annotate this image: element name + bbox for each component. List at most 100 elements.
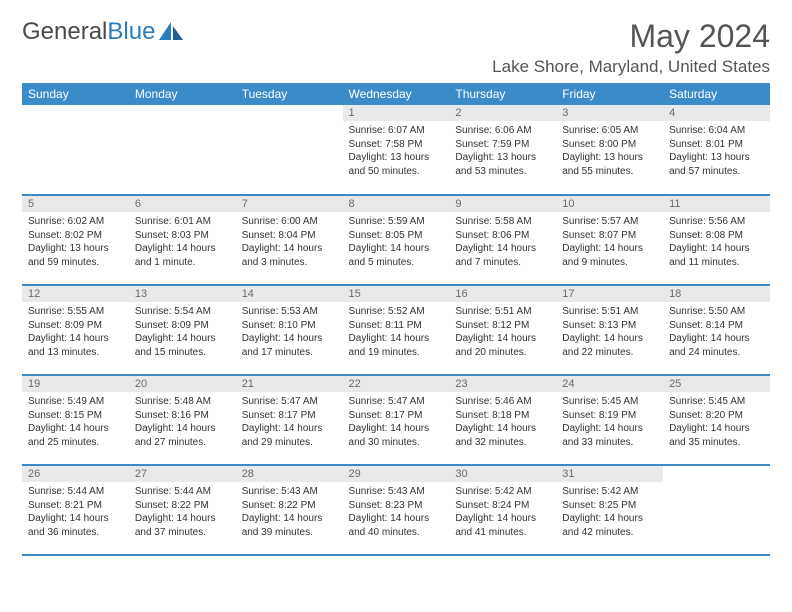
day-number: 21 <box>236 376 343 392</box>
day-number: 27 <box>129 466 236 482</box>
day-number: 24 <box>556 376 663 392</box>
weekday-header: Thursday <box>449 83 556 105</box>
day-details: Sunrise: 5:51 AMSunset: 8:13 PMDaylight:… <box>556 302 663 362</box>
day-number: 6 <box>129 196 236 212</box>
calendar-row: 26Sunrise: 5:44 AMSunset: 8:21 PMDayligh… <box>22 465 770 555</box>
weekday-header: Sunday <box>22 83 129 105</box>
day-details: Sunrise: 6:07 AMSunset: 7:58 PMDaylight:… <box>343 121 450 181</box>
weekday-header: Friday <box>556 83 663 105</box>
day-number: 3 <box>556 105 663 121</box>
day-details: Sunrise: 6:05 AMSunset: 8:00 PMDaylight:… <box>556 121 663 181</box>
day-number: 4 <box>663 105 770 121</box>
calendar-cell: 27Sunrise: 5:44 AMSunset: 8:22 PMDayligh… <box>129 465 236 555</box>
weekday-header: Monday <box>129 83 236 105</box>
calendar-cell-empty <box>129 105 236 195</box>
day-number: 15 <box>343 286 450 302</box>
day-number: 13 <box>129 286 236 302</box>
day-number: 1 <box>343 105 450 121</box>
page-header: GeneralBlue May 2024 Lake Shore, Marylan… <box>22 18 770 77</box>
day-number: 30 <box>449 466 556 482</box>
day-number: 16 <box>449 286 556 302</box>
weekday-header: Saturday <box>663 83 770 105</box>
calendar-cell-empty <box>22 105 129 195</box>
day-details: Sunrise: 5:43 AMSunset: 8:23 PMDaylight:… <box>343 482 450 542</box>
day-number: 9 <box>449 196 556 212</box>
day-number: 28 <box>236 466 343 482</box>
day-number: 18 <box>663 286 770 302</box>
day-number: 5 <box>22 196 129 212</box>
day-number: 20 <box>129 376 236 392</box>
day-number: 14 <box>236 286 343 302</box>
day-number: 23 <box>449 376 556 392</box>
calendar-row: 1Sunrise: 6:07 AMSunset: 7:58 PMDaylight… <box>22 105 770 195</box>
day-details: Sunrise: 5:47 AMSunset: 8:17 PMDaylight:… <box>236 392 343 452</box>
day-number: 2 <box>449 105 556 121</box>
calendar-cell: 7Sunrise: 6:00 AMSunset: 8:04 PMDaylight… <box>236 195 343 285</box>
day-number: 29 <box>343 466 450 482</box>
day-details: Sunrise: 6:04 AMSunset: 8:01 PMDaylight:… <box>663 121 770 181</box>
day-details: Sunrise: 5:52 AMSunset: 8:11 PMDaylight:… <box>343 302 450 362</box>
calendar-cell: 4Sunrise: 6:04 AMSunset: 8:01 PMDaylight… <box>663 105 770 195</box>
calendar-cell: 10Sunrise: 5:57 AMSunset: 8:07 PMDayligh… <box>556 195 663 285</box>
calendar-cell: 1Sunrise: 6:07 AMSunset: 7:58 PMDaylight… <box>343 105 450 195</box>
location-text: Lake Shore, Maryland, United States <box>492 57 770 77</box>
calendar-cell: 16Sunrise: 5:51 AMSunset: 8:12 PMDayligh… <box>449 285 556 375</box>
calendar-cell: 13Sunrise: 5:54 AMSunset: 8:09 PMDayligh… <box>129 285 236 375</box>
day-number: 12 <box>22 286 129 302</box>
calendar-cell: 11Sunrise: 5:56 AMSunset: 8:08 PMDayligh… <box>663 195 770 285</box>
day-details: Sunrise: 5:57 AMSunset: 8:07 PMDaylight:… <box>556 212 663 272</box>
sail-icon <box>159 22 185 42</box>
calendar-cell: 9Sunrise: 5:58 AMSunset: 8:06 PMDaylight… <box>449 195 556 285</box>
calendar-cell: 6Sunrise: 6:01 AMSunset: 8:03 PMDaylight… <box>129 195 236 285</box>
title-block: May 2024 Lake Shore, Maryland, United St… <box>492 18 770 77</box>
calendar-cell: 14Sunrise: 5:53 AMSunset: 8:10 PMDayligh… <box>236 285 343 375</box>
day-details: Sunrise: 5:44 AMSunset: 8:21 PMDaylight:… <box>22 482 129 542</box>
brand-word-2: Blue <box>107 18 155 46</box>
calendar-cell: 26Sunrise: 5:44 AMSunset: 8:21 PMDayligh… <box>22 465 129 555</box>
day-details: Sunrise: 5:44 AMSunset: 8:22 PMDaylight:… <box>129 482 236 542</box>
day-number: 7 <box>236 196 343 212</box>
calendar-row: 5Sunrise: 6:02 AMSunset: 8:02 PMDaylight… <box>22 195 770 285</box>
calendar-cell: 17Sunrise: 5:51 AMSunset: 8:13 PMDayligh… <box>556 285 663 375</box>
day-number: 11 <box>663 196 770 212</box>
calendar-cell: 29Sunrise: 5:43 AMSunset: 8:23 PMDayligh… <box>343 465 450 555</box>
calendar-cell: 24Sunrise: 5:45 AMSunset: 8:19 PMDayligh… <box>556 375 663 465</box>
brand-logo: GeneralBlue <box>22 18 185 46</box>
calendar-cell-empty <box>663 465 770 555</box>
day-details: Sunrise: 5:55 AMSunset: 8:09 PMDaylight:… <box>22 302 129 362</box>
calendar-cell: 19Sunrise: 5:49 AMSunset: 8:15 PMDayligh… <box>22 375 129 465</box>
day-number: 17 <box>556 286 663 302</box>
day-number: 31 <box>556 466 663 482</box>
calendar-cell: 5Sunrise: 6:02 AMSunset: 8:02 PMDaylight… <box>22 195 129 285</box>
calendar-cell: 28Sunrise: 5:43 AMSunset: 8:22 PMDayligh… <box>236 465 343 555</box>
day-number: 22 <box>343 376 450 392</box>
day-details: Sunrise: 5:46 AMSunset: 8:18 PMDaylight:… <box>449 392 556 452</box>
day-details: Sunrise: 5:50 AMSunset: 8:14 PMDaylight:… <box>663 302 770 362</box>
calendar-cell: 31Sunrise: 5:42 AMSunset: 8:25 PMDayligh… <box>556 465 663 555</box>
day-details: Sunrise: 5:53 AMSunset: 8:10 PMDaylight:… <box>236 302 343 362</box>
calendar-cell: 3Sunrise: 6:05 AMSunset: 8:00 PMDaylight… <box>556 105 663 195</box>
calendar-row: 12Sunrise: 5:55 AMSunset: 8:09 PMDayligh… <box>22 285 770 375</box>
day-details: Sunrise: 5:54 AMSunset: 8:09 PMDaylight:… <box>129 302 236 362</box>
calendar-row: 19Sunrise: 5:49 AMSunset: 8:15 PMDayligh… <box>22 375 770 465</box>
calendar-cell: 18Sunrise: 5:50 AMSunset: 8:14 PMDayligh… <box>663 285 770 375</box>
month-title: May 2024 <box>492 18 770 55</box>
weekday-header: Tuesday <box>236 83 343 105</box>
day-details: Sunrise: 5:49 AMSunset: 8:15 PMDaylight:… <box>22 392 129 452</box>
day-details: Sunrise: 5:59 AMSunset: 8:05 PMDaylight:… <box>343 212 450 272</box>
weekday-header: Wednesday <box>343 83 450 105</box>
brand-word-1: General <box>22 18 107 46</box>
calendar-cell: 12Sunrise: 5:55 AMSunset: 8:09 PMDayligh… <box>22 285 129 375</box>
day-details: Sunrise: 5:42 AMSunset: 8:25 PMDaylight:… <box>556 482 663 542</box>
day-details: Sunrise: 5:45 AMSunset: 8:19 PMDaylight:… <box>556 392 663 452</box>
day-number: 19 <box>22 376 129 392</box>
calendar-cell-empty <box>236 105 343 195</box>
calendar-cell: 21Sunrise: 5:47 AMSunset: 8:17 PMDayligh… <box>236 375 343 465</box>
calendar-cell: 25Sunrise: 5:45 AMSunset: 8:20 PMDayligh… <box>663 375 770 465</box>
day-details: Sunrise: 5:43 AMSunset: 8:22 PMDaylight:… <box>236 482 343 542</box>
day-details: Sunrise: 5:48 AMSunset: 8:16 PMDaylight:… <box>129 392 236 452</box>
day-number: 10 <box>556 196 663 212</box>
day-number: 26 <box>22 466 129 482</box>
day-details: Sunrise: 5:58 AMSunset: 8:06 PMDaylight:… <box>449 212 556 272</box>
day-details: Sunrise: 5:47 AMSunset: 8:17 PMDaylight:… <box>343 392 450 452</box>
